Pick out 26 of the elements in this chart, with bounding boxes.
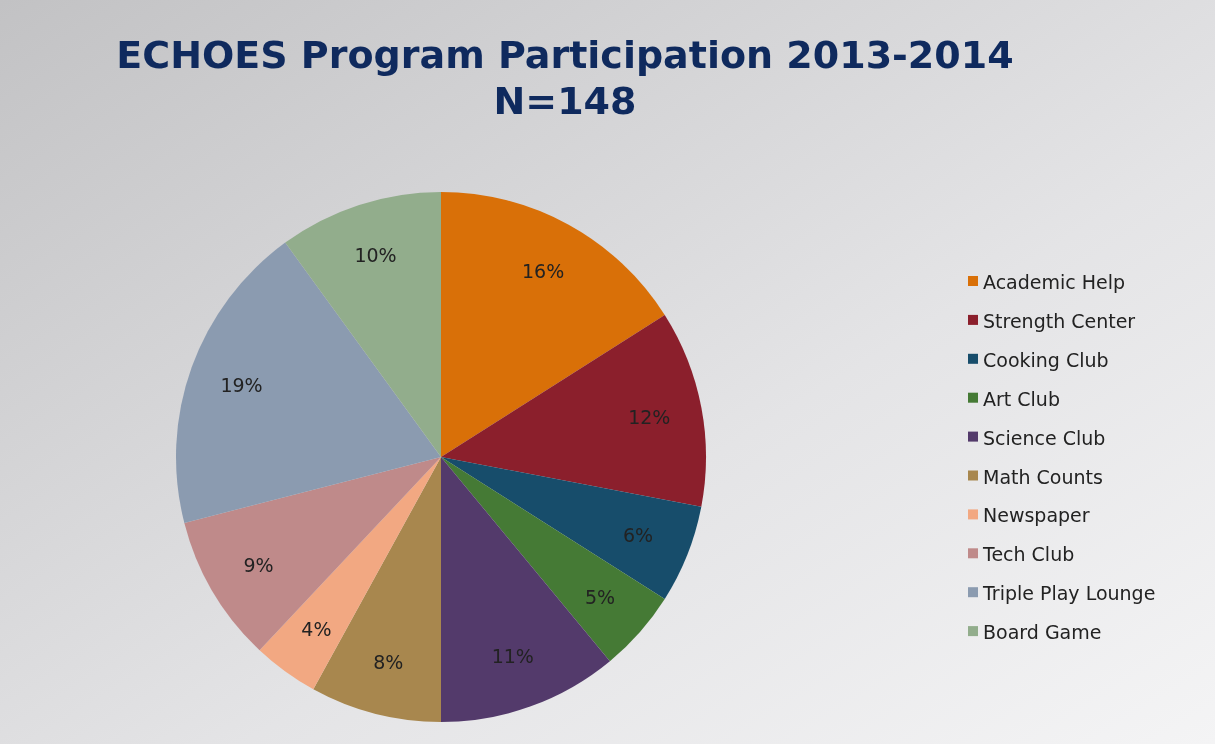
legend-label: Newspaper — [983, 504, 1090, 527]
legend-label: Triple Play Lounge — [982, 582, 1156, 605]
data-label: 19% — [220, 374, 263, 397]
pie-slice — [184, 457, 441, 651]
data-label: 10% — [354, 244, 397, 267]
data-label: 5% — [584, 586, 616, 609]
pie-slice — [441, 315, 706, 507]
legend-label: Academic Help — [983, 271, 1126, 293]
legend-label: Board Game — [983, 621, 1102, 644]
data-label: 9% — [243, 553, 274, 576]
data-label: 12% — [628, 406, 671, 429]
pie-slice — [176, 242, 441, 523]
data-label: 11% — [491, 645, 534, 668]
legend-label: Science Club — [983, 426, 1106, 449]
pie-slice — [285, 192, 441, 457]
legend-label: Tech Club — [982, 543, 1075, 566]
data-label: 6% — [623, 524, 654, 547]
legend-label: Cooking Club — [983, 348, 1109, 371]
legend-label: Math Counts — [983, 465, 1103, 488]
legend-label: Art Club — [983, 387, 1060, 410]
data-label: 8% — [373, 651, 404, 674]
legend-label: Strength Center — [983, 309, 1136, 332]
data-label: 4% — [301, 617, 332, 640]
pie-slice — [441, 457, 665, 662]
data-label: 16% — [522, 260, 565, 283]
chart-title: ECHOES Program Participation 2013-2014 N=148 — [116, 33, 1014, 123]
